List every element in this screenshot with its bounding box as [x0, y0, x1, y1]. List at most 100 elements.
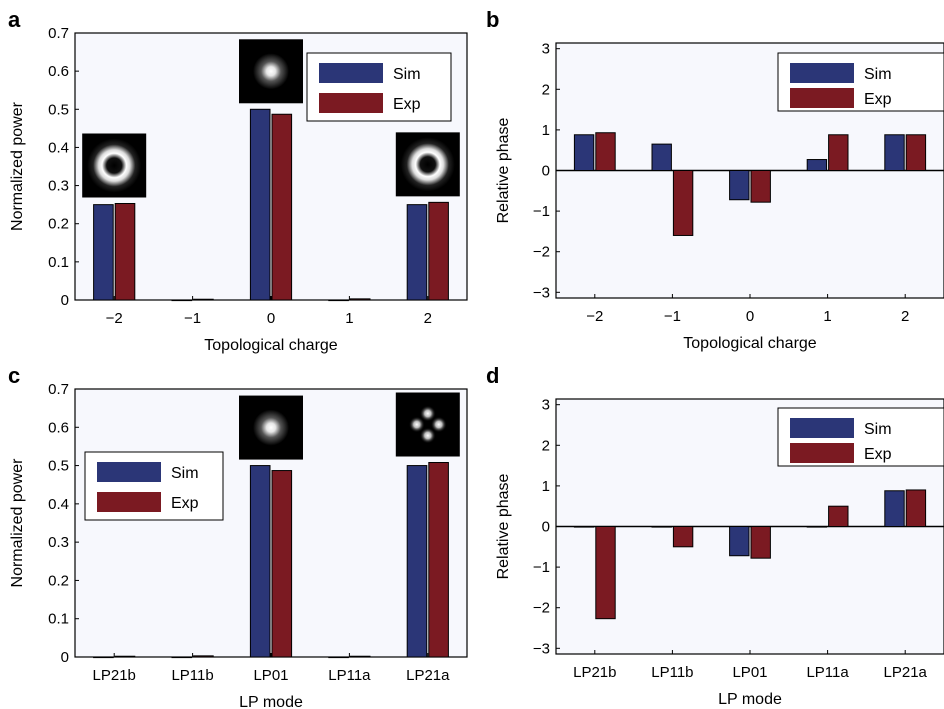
- bar-sim: [406, 465, 428, 658]
- bar-sim: [651, 143, 672, 172]
- y-tick-label: 2: [542, 437, 550, 454]
- panel-d: d 3 2 1 0 −1 −2 −3 LP21b LP11b LP01 LP11a LP21a LP mo…: [486, 363, 944, 708]
- bar-exp: [428, 201, 449, 301]
- legend-swatch-exp: [97, 492, 161, 512]
- y-tick-label: 0.4: [48, 139, 69, 156]
- x-tick-label: 2: [424, 310, 432, 327]
- bar-sim: [806, 159, 828, 171]
- y-tick-label: 0.3: [48, 178, 69, 195]
- bar-exp: [114, 202, 136, 301]
- bar-exp: [271, 113, 293, 301]
- ring-glow: [87, 138, 142, 193]
- bar-exp: [114, 655, 136, 658]
- legend-swatch-exp: [790, 443, 854, 463]
- legend-label: Exp: [864, 446, 892, 463]
- four-lobe-mode-icon: [395, 392, 460, 457]
- bar-sim: [729, 170, 750, 201]
- legend-swatch-sim: [319, 63, 383, 83]
- bar-exp: [672, 526, 694, 548]
- legend-swatch-sim: [97, 462, 161, 482]
- legend-label: Exp: [393, 96, 421, 113]
- legend-swatch-sim: [790, 63, 854, 83]
- y-tick-label: 1: [542, 478, 550, 495]
- bar-exp: [905, 134, 927, 171]
- gaussian-spot-icon: [239, 39, 303, 104]
- y-tick-label: 3: [542, 41, 550, 58]
- bar-sim: [171, 299, 193, 302]
- panel-a: a 0 0.1 0.2 0.3 0.4 0.5 0.6 0.7 −2 −1 0 1 2 Topologica…: [8, 7, 468, 354]
- y-tick-label: 0: [61, 292, 69, 309]
- bar-sim: [573, 134, 595, 171]
- y-axis-label: Normalized power: [9, 458, 26, 588]
- x-tick-label: LP01: [732, 664, 767, 681]
- lobe-3: [408, 416, 425, 433]
- bar-exp: [750, 526, 771, 559]
- y-tick-label: 0.7: [48, 25, 69, 42]
- x-tick-label: −2: [586, 308, 603, 325]
- legend-swatch-exp: [790, 88, 854, 108]
- y-tick-label: 0.3: [48, 534, 69, 551]
- bar-exp: [672, 170, 694, 236]
- x-axis-label: Topological charge: [204, 337, 338, 354]
- x-tick-label: LP11a: [328, 667, 371, 684]
- panel-c: c 0 0.1 0.2 0.3 0.4 0.5 0.6 0.7 LP21b LP11b LP01 LP1…: [8, 363, 468, 709]
- legend: Sim Exp: [306, 52, 452, 122]
- panel-letter: c: [8, 363, 20, 388]
- legend-swatch-exp: [319, 93, 383, 113]
- legend-label: Exp: [171, 495, 199, 512]
- bar-sim: [93, 656, 114, 659]
- x-tick-label: −2: [106, 310, 123, 327]
- y-axis-label: Relative phase: [495, 473, 512, 579]
- x-tick-label: LP21a: [406, 667, 450, 684]
- y-tick-label: −3: [533, 640, 550, 657]
- y-tick-label: −1: [533, 559, 550, 576]
- x-tick-label: −1: [664, 308, 681, 325]
- x-tick-label: 1: [345, 310, 353, 327]
- bar-exp: [428, 462, 449, 658]
- panel-letter: d: [486, 363, 499, 388]
- spot-glow: [253, 409, 289, 446]
- y-tick-label: 2: [542, 81, 550, 98]
- x-tick-label: LP01: [253, 667, 288, 684]
- y-tick-label: 0: [542, 163, 550, 180]
- bar-exp: [349, 655, 371, 658]
- y-tick-label: 0.1: [48, 611, 69, 628]
- legend-label: Sim: [171, 465, 199, 482]
- y-tick-label: 0.5: [48, 101, 69, 118]
- x-tick-label: LP11b: [651, 664, 693, 681]
- bar-exp: [271, 470, 293, 658]
- legend-label: Exp: [864, 91, 892, 108]
- x-axis-label: Topological charge: [683, 335, 817, 352]
- bar-sim: [249, 465, 271, 658]
- y-axis-label: Relative phase: [495, 117, 512, 223]
- bar-sim: [651, 526, 672, 528]
- bar-exp: [595, 526, 616, 620]
- inset-background: [395, 392, 460, 457]
- panel-letter: a: [8, 7, 21, 32]
- x-axis-label: LP mode: [239, 694, 303, 709]
- y-tick-label: −2: [533, 600, 550, 617]
- x-tick-label: −1: [184, 310, 201, 327]
- bar-exp: [349, 298, 371, 301]
- y-tick-label: 0.2: [48, 572, 69, 589]
- y-tick-label: 0.6: [48, 419, 69, 436]
- y-tick-label: 0.7: [48, 381, 69, 398]
- y-tick-label: −2: [533, 244, 550, 261]
- lobe-0: [419, 405, 436, 422]
- ring-mode-icon: [82, 133, 147, 198]
- x-tick-label: 1: [823, 308, 831, 325]
- bar-sim: [573, 526, 595, 528]
- bar-sim: [328, 656, 349, 659]
- legend-label: Sim: [864, 421, 892, 438]
- bar-sim: [884, 490, 905, 527]
- bar-exp: [828, 505, 849, 527]
- y-tick-label: −3: [533, 284, 550, 301]
- y-tick-label: 0.4: [48, 496, 69, 513]
- y-tick-label: 1: [542, 122, 550, 139]
- gaussian-spot-icon: [239, 395, 303, 460]
- bar-exp: [905, 489, 927, 527]
- lobe-1: [430, 416, 447, 433]
- panel-letter: b: [486, 7, 499, 32]
- y-tick-label: 0: [61, 649, 69, 666]
